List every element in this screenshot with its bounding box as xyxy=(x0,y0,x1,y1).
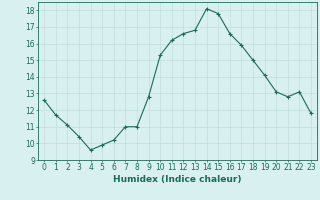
X-axis label: Humidex (Indice chaleur): Humidex (Indice chaleur) xyxy=(113,175,242,184)
